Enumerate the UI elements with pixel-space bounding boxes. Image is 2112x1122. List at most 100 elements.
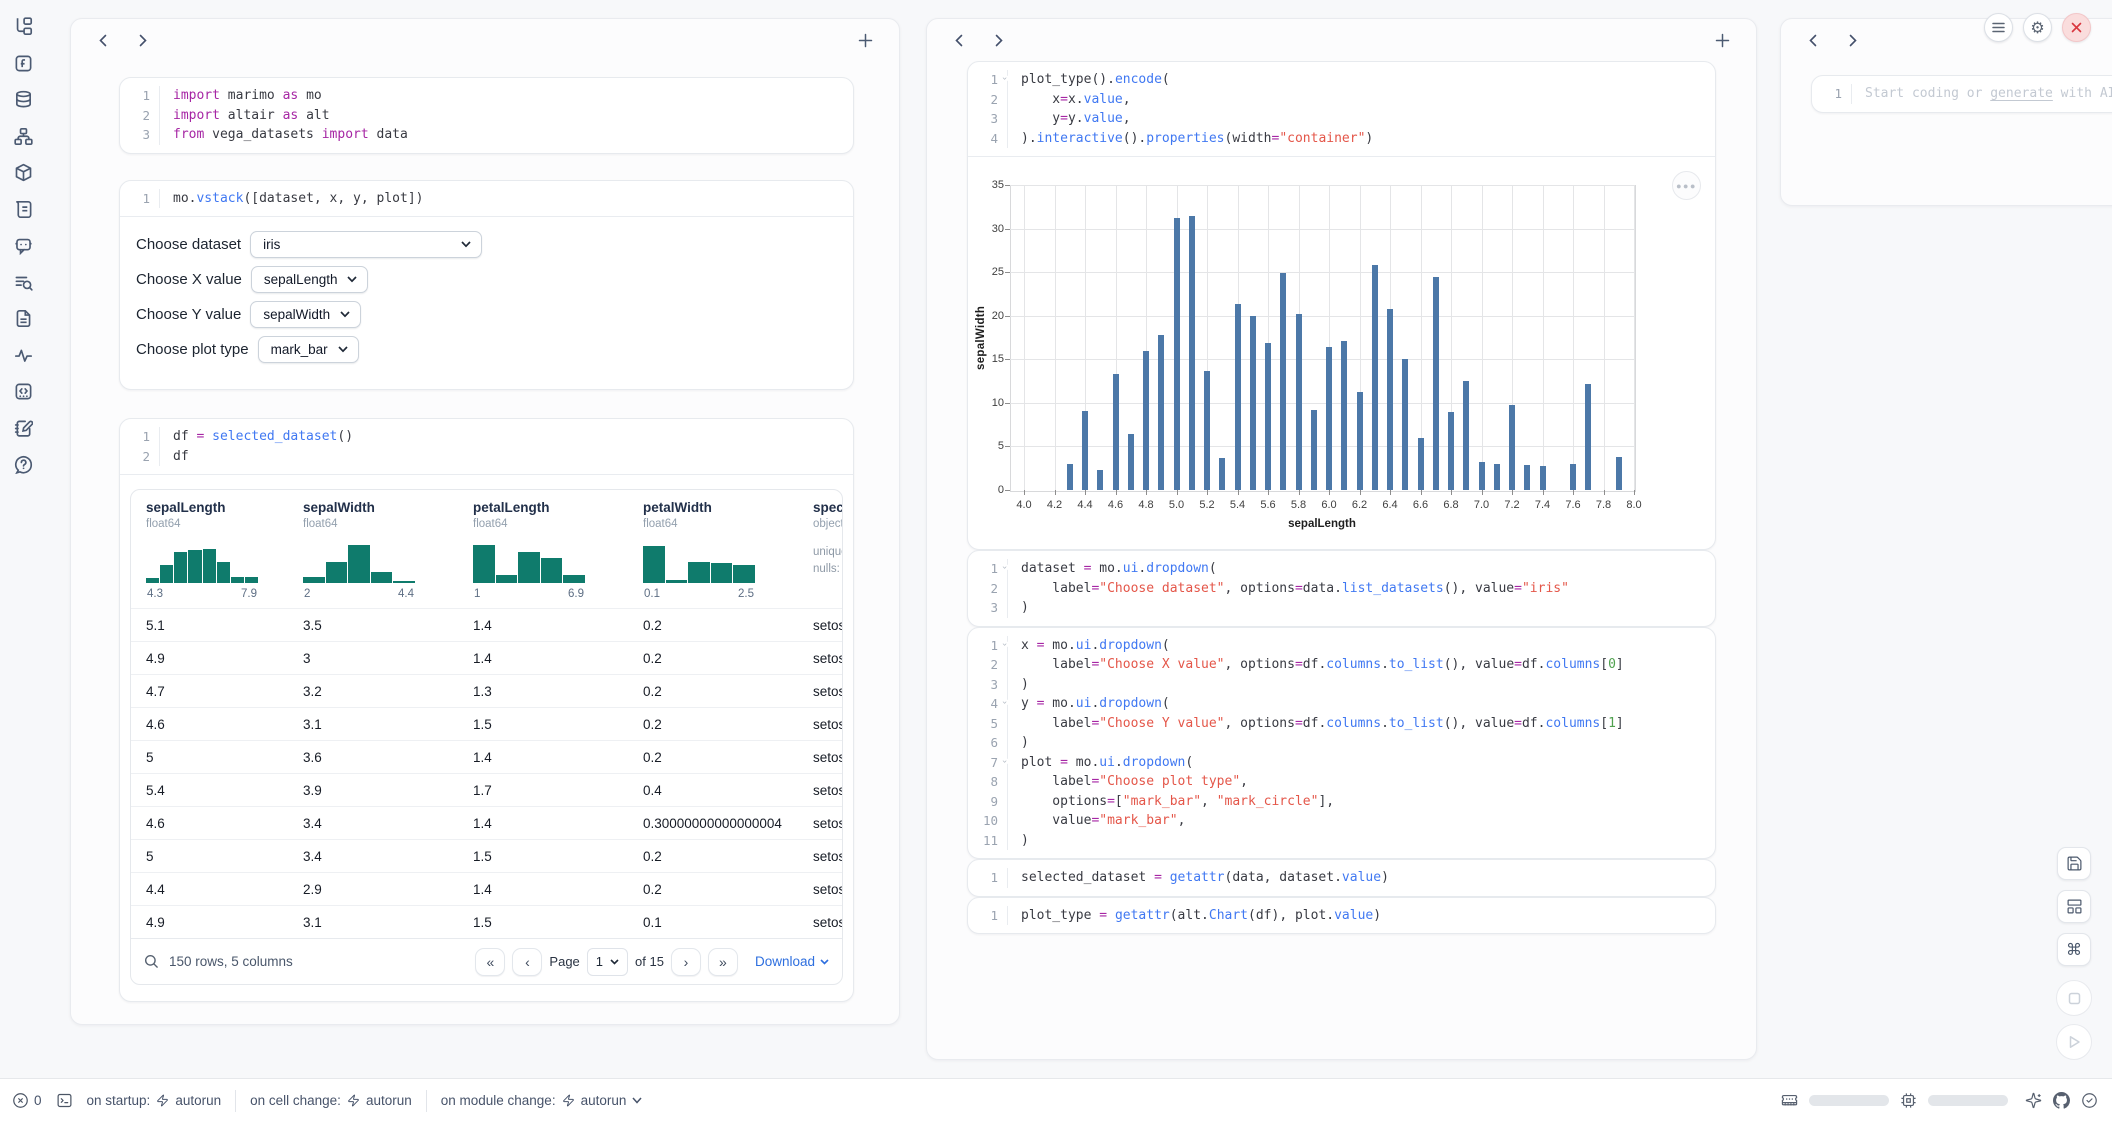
layout-panels-icon	[2066, 898, 2083, 915]
menu-icon	[1992, 22, 2005, 33]
fold-chevron-icon[interactable]: ›	[999, 76, 1008, 81]
notebook-column-1: 123import marimo as moimport altair as a…	[70, 18, 900, 1025]
fold-chevron-icon[interactable]: ›	[999, 565, 1008, 570]
cell-plot-type[interactable]: 1plot_type = getattr(alt.Chart(df), plot…	[967, 897, 1716, 935]
code-editor[interactable]: 1 Start coding or generate with AI	[1812, 76, 2112, 112]
column-left-chevron-icon[interactable]	[947, 28, 971, 52]
logs-icon[interactable]	[14, 200, 33, 219]
code-editor[interactable]: 1›23dataset = mo.ui.dropdown( label="Cho…	[968, 551, 1715, 626]
code-line: mo.vstack([dataset, x, y, plot])	[173, 189, 423, 209]
table-cell: 1.4	[458, 741, 628, 773]
y-axis-title: sepalWidth	[974, 185, 988, 490]
dependency-graph-icon[interactable]	[14, 127, 33, 146]
file-tree-icon[interactable]	[14, 17, 33, 36]
ai-chat-icon[interactable]	[14, 236, 33, 255]
connection-status-button[interactable]	[2081, 1092, 2098, 1109]
help-icon[interactable]	[14, 455, 33, 474]
snippets-icon[interactable]	[14, 382, 33, 401]
settings-button[interactable]: ⚙	[2023, 13, 2052, 42]
first-page-button[interactable]: «	[475, 948, 505, 976]
table-cell: setosa	[798, 609, 842, 641]
search-list-icon[interactable]	[14, 273, 33, 292]
save-button[interactable]	[2057, 847, 2091, 880]
shutdown-button[interactable]	[2062, 13, 2091, 42]
editor-placeholder[interactable]: Start coding or generate with AI	[1865, 84, 2112, 104]
stop-button[interactable]	[2056, 980, 2092, 1016]
run-all-button[interactable]	[2056, 1024, 2092, 1060]
chevron-down-icon	[347, 276, 357, 283]
code-editor[interactable]: 1selected_dataset = getattr(data, datase…	[968, 860, 1715, 896]
terminal-icon	[56, 1092, 73, 1109]
column-left-chevron-icon[interactable]	[1801, 28, 1825, 52]
github-button[interactable]	[2053, 1092, 2070, 1109]
cell-selected-dataset[interactable]: 1selected_dataset = getattr(data, datase…	[967, 859, 1716, 897]
code-editor[interactable]: 1plot_type = getattr(alt.Chart(df), plot…	[968, 898, 1715, 934]
fold-chevron-icon[interactable]: ›	[999, 700, 1008, 705]
code-editor[interactable]: 1›234›567›891011x = mo.ui.dropdown( labe…	[968, 628, 1715, 859]
on-module-change-setting[interactable]: on module change: autorun	[441, 1093, 643, 1108]
table-cell: 5	[131, 840, 288, 872]
x-value-select[interactable]: sepalLength	[251, 266, 369, 293]
table-footer: 150 rows, 5 columns « ‹ Page 1 of 15 › »	[131, 938, 842, 984]
table-cell: setosa	[798, 840, 842, 872]
code-line: dataset = mo.ui.dropdown(	[1021, 559, 1569, 579]
column-right-chevron-icon[interactable]	[131, 28, 155, 52]
error-count-badge[interactable]: 0	[12, 1092, 42, 1109]
prev-page-button[interactable]: ‹	[512, 948, 542, 976]
column-right-chevron-icon[interactable]	[1841, 28, 1865, 52]
column-left-chevron-icon[interactable]	[91, 28, 115, 52]
column-range: 16.9	[473, 583, 585, 608]
on-startup-setting[interactable]: on startup: autorun	[87, 1093, 222, 1108]
table-cell: 3.1	[288, 906, 458, 938]
code-editor[interactable]: 12df = selected_dataset()df	[120, 419, 853, 474]
cell-dataframe[interactable]: 12df = selected_dataset()df sepalLengthf…	[119, 418, 854, 1002]
chevron-down-icon	[461, 241, 471, 248]
bar-mark	[1113, 374, 1119, 490]
document-icon[interactable]	[14, 309, 33, 328]
cell-imports[interactable]: 123import marimo as moimport altair as a…	[119, 77, 854, 154]
ai-assist-button[interactable]	[2025, 1092, 2042, 1109]
table-cell: 0.1	[628, 906, 798, 938]
row-count-summary: 150 rows, 5 columns	[169, 954, 293, 969]
column-dtype: float64	[643, 518, 784, 530]
chart-menu-button[interactable]: ●●●	[1672, 171, 1701, 200]
code-editor[interactable]: 1mo.vstack([dataset, x, y, plot])	[120, 181, 853, 217]
next-page-button[interactable]: ›	[671, 948, 701, 976]
fold-chevron-icon[interactable]: ›	[999, 758, 1008, 763]
column-histogram	[303, 543, 415, 583]
last-page-button[interactable]: »	[708, 948, 738, 976]
dataset-select[interactable]: iris	[250, 231, 482, 258]
add-cell-button[interactable]	[853, 28, 877, 52]
code-editor[interactable]: 1›234plot_type().encode( x=x.value, y=y.…	[968, 62, 1715, 156]
generate-with-ai-link[interactable]: generate	[1990, 86, 2053, 101]
table-cell: 4.9	[131, 906, 288, 938]
cell-empty[interactable]: 1 Start coding or generate with AI	[1811, 75, 2112, 113]
notebook-menu-button[interactable]	[1984, 13, 2013, 42]
layout-select-button[interactable]	[2057, 890, 2091, 923]
tracing-icon[interactable]	[14, 346, 33, 365]
bar-mark	[1128, 434, 1134, 490]
bar-mark	[1174, 218, 1180, 490]
cell-chart[interactable]: 1›234plot_type().encode( x=x.value, y=y.…	[967, 61, 1716, 550]
on-cell-change-setting[interactable]: on cell change: autorun	[250, 1093, 412, 1108]
add-cell-button[interactable]	[1710, 28, 1734, 52]
functions-icon[interactable]	[14, 54, 33, 73]
scratchpad-icon[interactable]	[14, 419, 33, 438]
cell-vstack[interactable]: 1mo.vstack([dataset, x, y, plot]) Choose…	[119, 180, 854, 391]
download-button[interactable]: Download	[755, 954, 829, 969]
page-select[interactable]: 1	[587, 948, 628, 976]
packages-icon[interactable]	[14, 163, 33, 182]
y-value-select[interactable]: sepalWidth	[250, 301, 361, 328]
column-right-chevron-icon[interactable]	[987, 28, 1011, 52]
terminal-button[interactable]	[56, 1092, 73, 1109]
bar-mark	[1524, 465, 1530, 490]
table-cell: 0.2	[628, 840, 798, 872]
plot-type-select[interactable]: mark_bar	[258, 336, 359, 363]
fold-chevron-icon[interactable]: ›	[999, 641, 1008, 646]
cell-xy-dropdowns[interactable]: 1›234›567›891011x = mo.ui.dropdown( labe…	[967, 627, 1716, 860]
search-icon[interactable]	[144, 954, 159, 969]
code-editor[interactable]: 123import marimo as moimport altair as a…	[120, 78, 853, 153]
keyboard-shortcuts-button[interactable]: ⌘	[2057, 933, 2091, 966]
database-icon[interactable]	[14, 90, 33, 109]
cell-dataset-dropdown[interactable]: 1›23dataset = mo.ui.dropdown( label="Cho…	[967, 550, 1716, 627]
